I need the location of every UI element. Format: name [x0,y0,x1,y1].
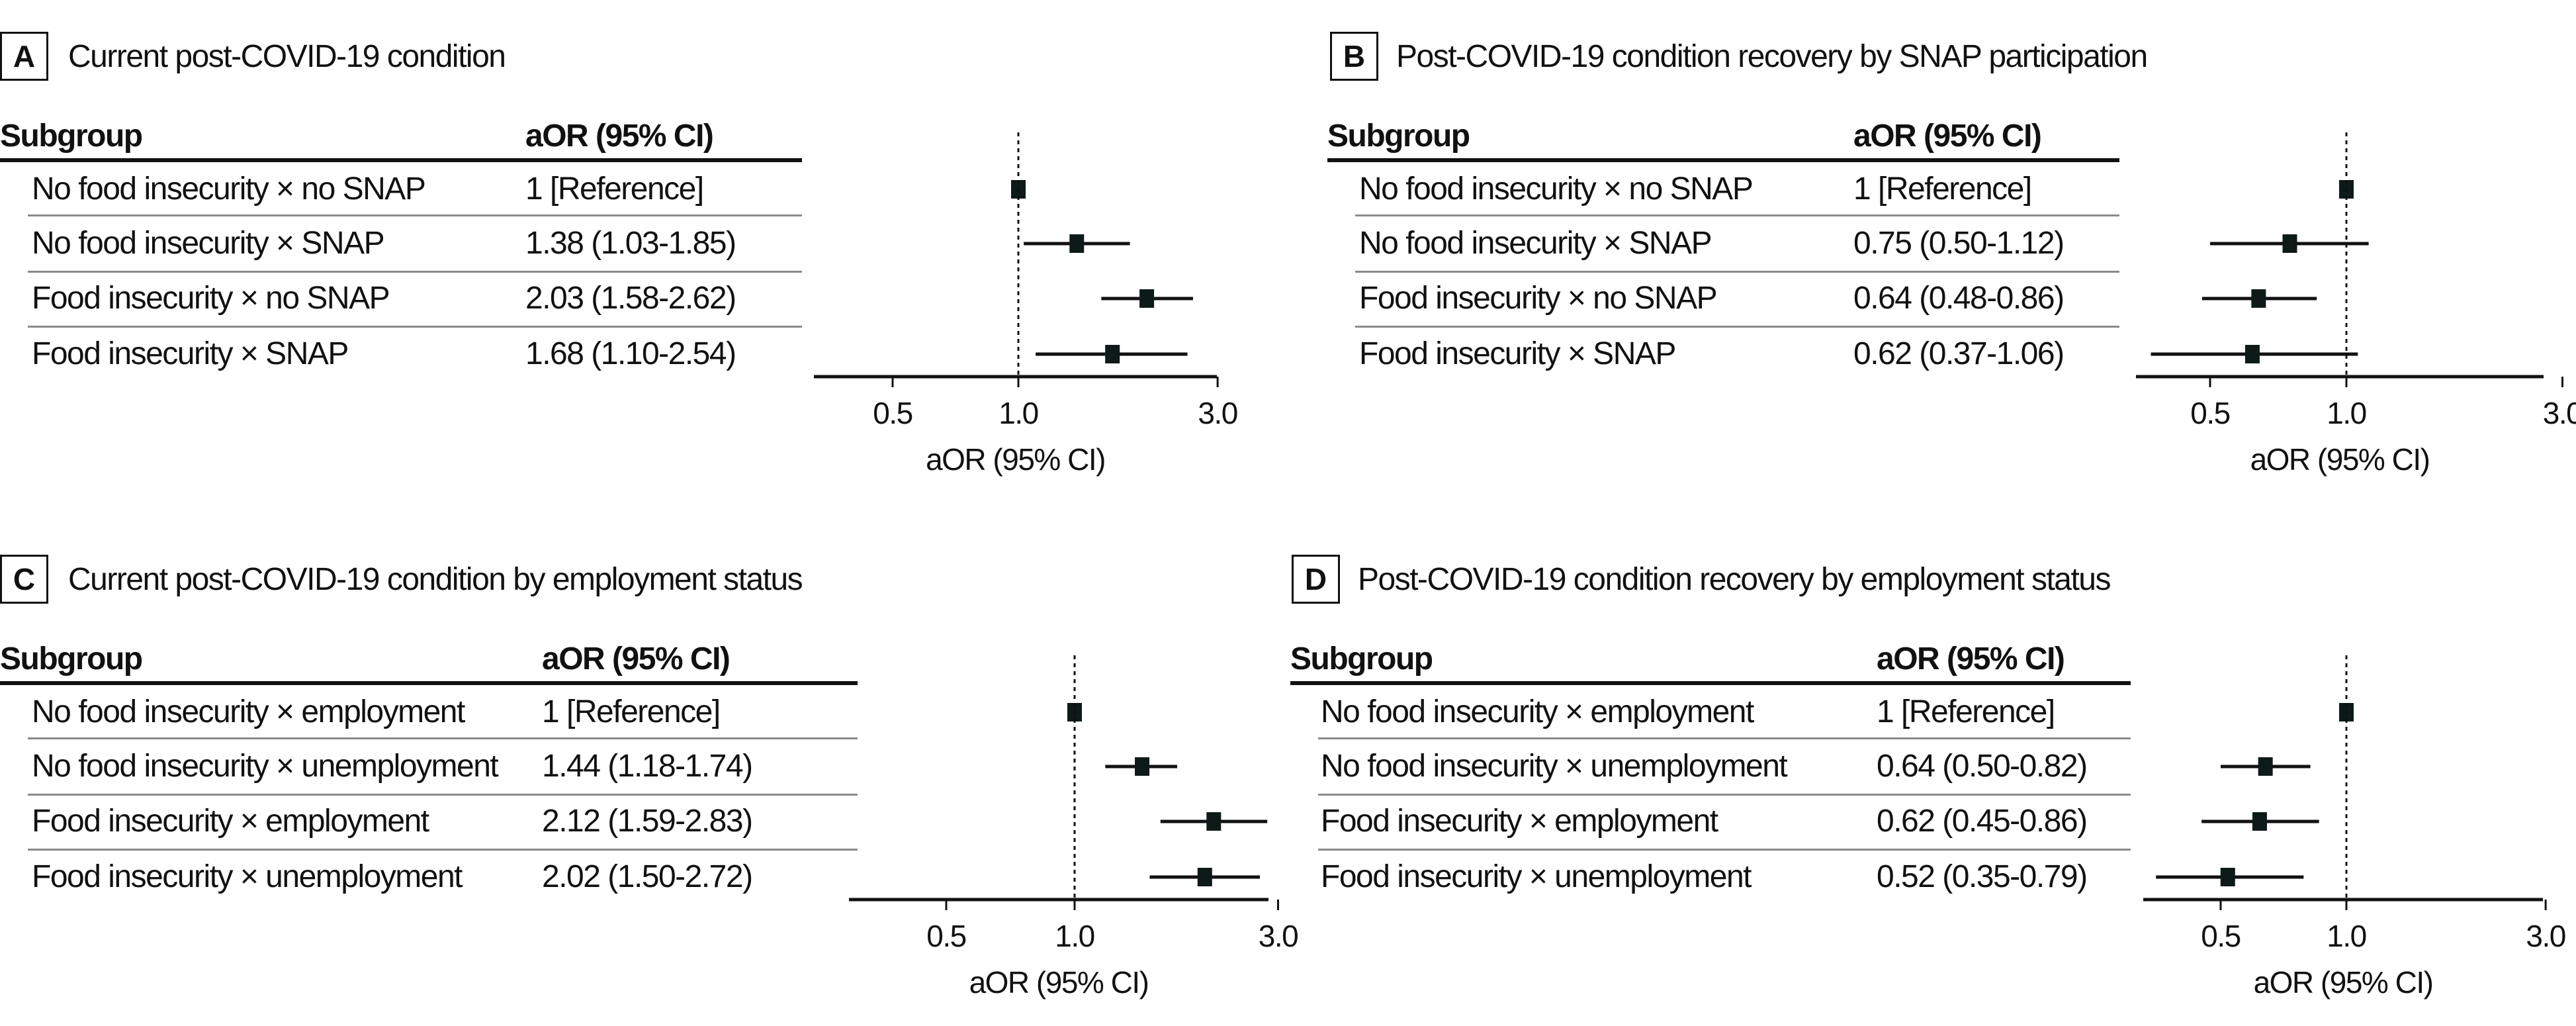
row-separator [28,794,858,796]
x-tick-label: 1.0 [2327,919,2367,953]
column-header-estimate: aOR (95% CI) [1877,641,2065,676]
point-estimate-marker [2258,757,2273,776]
row-separator [1318,794,2131,796]
panel-label: D [1292,555,1340,604]
panel-title: Current post-COVID-19 condition by emplo… [68,562,803,597]
row-separator [28,849,858,851]
subgroup-label: No food insecurity × unemployment [1321,749,1788,784]
subgroup-label: Food insecurity × employment [32,804,429,839]
row-separator [28,737,858,739]
row-separator [1355,271,2119,273]
point-estimate-marker [2252,812,2267,831]
point-estimate-marker [1105,345,1120,363]
x-tick-label: 1.0 [999,396,1039,430]
x-tick-label: 0.5 [873,396,913,430]
point-estimate-marker [1069,234,1085,253]
row-separator [1355,214,2119,216]
panel-title: Post-COVID-19 condition recovery by SNAP… [1396,39,2148,74]
panel-label: C [0,555,48,604]
estimate-text: 1.68 (1.10-2.54) [525,336,736,371]
row-separator [1355,326,2119,328]
estimate-text: 0.64 (0.48-0.86) [1853,281,2065,316]
estimate-text: 1 [Reference] [542,694,721,729]
column-header-subgroup: Subgroup [1290,641,1433,676]
estimate-text: 2.12 (1.59-2.83) [542,804,753,839]
point-estimate-marker [1206,812,1221,831]
panel-title: Post-COVID-19 condition recovery by empl… [1358,562,2111,597]
subgroup-label: No food insecurity × no SNAP [32,171,426,207]
point-estimate-marker [1197,868,1212,886]
subgroup-label: No food insecurity × no SNAP [1359,171,1754,207]
estimate-text: 0.62 (0.37-1.06) [1853,336,2065,371]
row-separator [28,214,802,216]
x-axis-label: aOR (95% CI) [926,442,1106,477]
x-tick-label: 1.0 [1055,919,1095,953]
x-tick-label: 0.5 [2201,919,2241,953]
row-separator [28,326,802,328]
x-tick-label: 0.5 [926,919,967,953]
x-axis-label: aOR (95% CI) [2253,965,2434,1000]
estimate-text: 0.52 (0.35-0.79) [1877,859,2088,894]
point-estimate-marker [1135,757,1150,776]
x-axis-label: aOR (95% CI) [969,965,1149,1000]
subgroup-label: Food insecurity × SNAP [1359,336,1676,371]
panel-label: A [0,32,48,81]
estimate-text: 1.44 (1.18-1.74) [542,749,753,784]
point-estimate-marker [2282,234,2297,253]
point-estimate-marker [1139,289,1155,308]
x-axis-label: aOR (95% CI) [2250,442,2430,477]
subgroup-label: No food insecurity × employment [32,694,465,729]
subgroup-label: Food insecurity × no SNAP [32,281,390,316]
row-separator [1318,737,2131,739]
column-header-subgroup: Subgroup [0,118,143,154]
estimate-text: 1 [Reference] [1853,171,2032,207]
estimate-text: 1 [Reference] [525,171,704,207]
panel-title: Current post-COVID-19 condition [68,39,506,74]
subgroup-label: Food insecurity × SNAP [32,336,349,371]
x-tick-label: 0.5 [2190,396,2231,430]
header-rule [0,158,802,162]
column-header-estimate: aOR (95% CI) [542,641,731,676]
estimate-text: 0.75 (0.50-1.12) [1853,226,2065,261]
x-tick-label: 3.0 [1258,919,1299,953]
estimate-text: 1.38 (1.03-1.85) [525,226,736,261]
estimate-text: 0.64 (0.50-0.82) [1877,749,2088,784]
x-tick-label: 3.0 [2526,919,2566,953]
estimate-text: 1 [Reference] [1877,694,2055,729]
x-tick-label: 1.0 [2327,396,2367,430]
header-rule [0,681,858,685]
header-rule [1327,158,2119,162]
column-header-subgroup: Subgroup [1327,118,1470,154]
estimate-text: 0.62 (0.45-0.86) [1877,804,2088,839]
subgroup-label: No food insecurity × unemployment [32,749,499,784]
point-estimate-marker [2220,868,2235,886]
subgroup-label: Food insecurity × unemployment [32,859,463,894]
subgroup-label: No food insecurity × SNAP [32,226,385,261]
subgroup-label: Food insecurity × no SNAP [1359,281,1718,316]
header-rule [1290,681,2131,685]
x-tick-label: 3.0 [1198,396,1238,430]
column-header-subgroup: Subgroup [0,641,143,676]
subgroup-label: No food insecurity × employment [1321,694,1754,729]
panel-label: B [1330,32,1378,81]
row-separator [28,271,802,273]
point-estimate-marker [2244,345,2260,363]
estimate-text: 2.03 (1.58-2.62) [525,281,736,316]
subgroup-label: Food insecurity × employment [1321,804,1718,839]
point-estimate-marker [2251,289,2266,308]
subgroup-label: Food insecurity × unemployment [1321,859,1752,894]
estimate-text: 2.02 (1.50-2.72) [542,859,753,894]
row-separator [1318,849,2131,851]
column-header-estimate: aOR (95% CI) [525,118,714,154]
x-tick-label: 3.0 [2542,396,2576,430]
column-header-estimate: aOR (95% CI) [1853,118,2042,154]
subgroup-label: No food insecurity × SNAP [1359,226,1712,261]
